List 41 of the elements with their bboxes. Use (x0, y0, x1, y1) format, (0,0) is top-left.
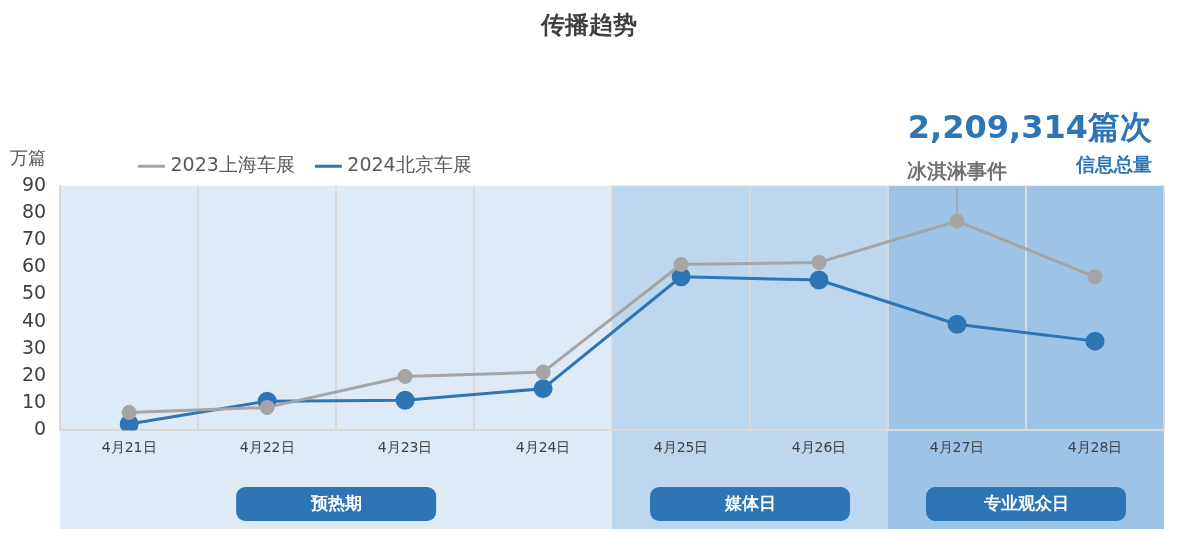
y-tick-label: 30 (21, 335, 47, 358)
x-tick-label: 4月22日 (239, 439, 295, 456)
y-tick-label: 40 (21, 308, 47, 331)
y-tick-label: 0 (34, 417, 47, 440)
point (397, 368, 413, 384)
point (533, 379, 553, 399)
x-tick-label: 4月21日 (101, 439, 157, 456)
x-tick-label: 4月27日 (929, 439, 985, 456)
legend-label: 2023上海车展 (170, 153, 295, 176)
y-tick-label: 70 (21, 227, 47, 250)
x-tick-label: 4月25日 (653, 439, 709, 456)
band-label: 媒体日 (723, 493, 776, 514)
x-tick-label: 4月28日 (1067, 439, 1123, 456)
x-tick-label: 4月23日 (377, 439, 433, 456)
point (949, 213, 965, 229)
x-tick-label: 4月26日 (791, 439, 847, 456)
chart-title: 传播趋势 (540, 10, 637, 39)
y-axis-title: 万篇 (10, 146, 46, 168)
y-tick-label: 90 (21, 172, 47, 195)
annotation: 冰淇淋事件 (907, 159, 1008, 184)
point (809, 270, 829, 290)
point (535, 364, 551, 380)
y-tick-label: 50 (21, 281, 47, 304)
point (121, 405, 137, 421)
y-tick-label: 20 (21, 362, 47, 385)
point (947, 314, 967, 334)
x-tick-label: 4月24日 (515, 439, 571, 456)
point (811, 254, 827, 270)
y-tick-label: 60 (21, 254, 47, 277)
band-label: 专业观众日 (982, 493, 1069, 514)
text: 信息总量 (1075, 152, 1152, 175)
y-tick-label: 80 (21, 199, 47, 222)
text: 2,209,314篇次 (907, 108, 1152, 147)
point (1085, 331, 1105, 351)
point (395, 390, 415, 410)
point (673, 257, 689, 273)
point (1087, 269, 1103, 285)
legend-label: 2024北京车展 (347, 153, 472, 176)
point (259, 399, 275, 415)
y-tick-label: 10 (21, 389, 47, 412)
band-label: 预热期 (309, 493, 362, 514)
